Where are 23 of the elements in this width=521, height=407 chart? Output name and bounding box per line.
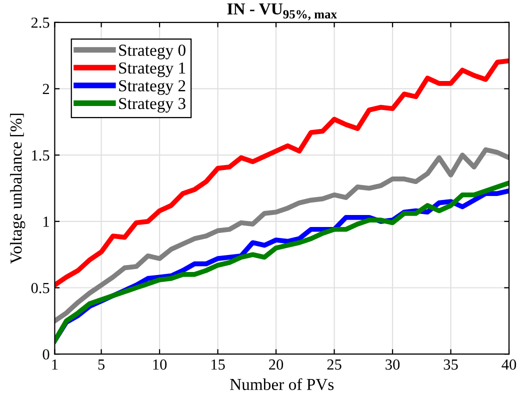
x-tick-label: 25 <box>327 359 342 370</box>
x-tick-label: 15 <box>211 359 225 370</box>
legend-label: Strategy 0 <box>119 44 186 60</box>
x-tick-label: 20 <box>269 359 284 370</box>
x-axis-title: Number of PVs <box>230 378 334 390</box>
line-series <box>54 147 510 324</box>
y-axis-title: Voltage unbalance [%] <box>10 114 26 264</box>
x-tick-label: 40 <box>502 359 516 370</box>
x-tick-label: 5 <box>98 360 105 370</box>
y-tick-label: 2.5 <box>31 18 50 28</box>
y-tick-label: 0 <box>42 349 50 360</box>
x-tick-label: 35 <box>444 359 458 370</box>
x-tick-label: 1 <box>52 359 58 370</box>
y-tick-label: 2 <box>42 84 49 94</box>
y-tick-label: 1.5 <box>32 150 50 161</box>
legend-label: Strategy 2 <box>119 80 186 95</box>
line-series <box>54 58 510 288</box>
y-tick-label: 0.5 <box>31 282 50 294</box>
x-tick-label: 10 <box>153 359 167 370</box>
y-tick-label: 1 <box>44 216 49 227</box>
legend-label: Strategy 3 <box>119 98 186 113</box>
legend-label: Strategy 1 <box>119 62 186 78</box>
x-tick-label: 30 <box>386 359 400 370</box>
